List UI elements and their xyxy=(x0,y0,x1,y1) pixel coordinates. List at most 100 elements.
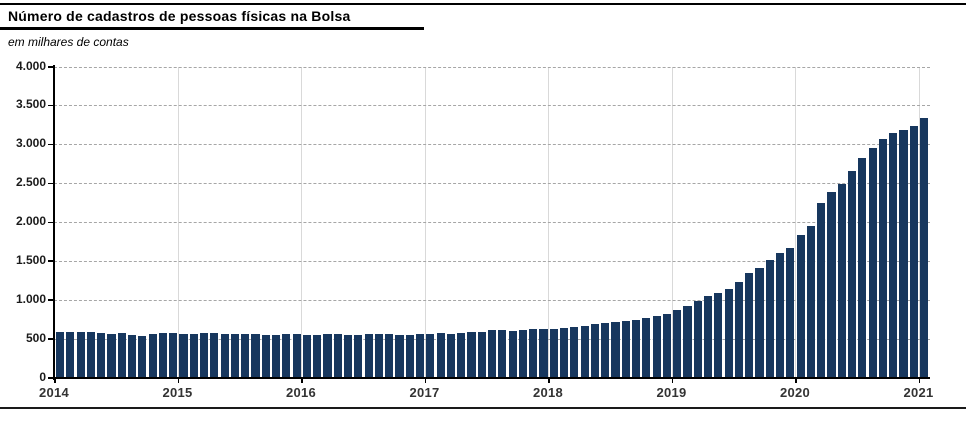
bar xyxy=(909,126,918,378)
x-axis-year-label: 2021 xyxy=(903,384,934,400)
x-axis-year-label: 2019 xyxy=(656,384,687,400)
h-gridline xyxy=(54,66,930,68)
h-gridline xyxy=(54,144,930,146)
y-axis-tick xyxy=(48,299,55,301)
y-axis-tick-label: 1.000 xyxy=(15,291,46,306)
y-axis-tick xyxy=(48,104,55,107)
bar xyxy=(631,319,641,378)
y-axis-tick-label: 1.500 xyxy=(15,252,46,267)
chart-title: Número de cadastros de pessoas físicas n… xyxy=(8,8,351,24)
bar xyxy=(117,333,126,378)
bar xyxy=(621,320,630,378)
bar xyxy=(817,202,826,378)
bar xyxy=(271,334,281,378)
bar xyxy=(899,130,908,378)
bar xyxy=(570,326,579,378)
bar xyxy=(539,329,548,378)
x-axis-year-label: 2020 xyxy=(779,384,811,400)
y-axis-tick-label: 2.000 xyxy=(15,214,46,228)
bar xyxy=(642,317,651,378)
x-axis-tick xyxy=(918,377,920,383)
y-axis-tick xyxy=(48,221,55,223)
bar xyxy=(549,328,558,378)
y-axis-tick xyxy=(48,182,55,185)
x-axis-year-label: 2015 xyxy=(162,384,193,400)
bar xyxy=(374,334,384,378)
bar xyxy=(796,235,805,378)
bar xyxy=(210,332,219,378)
y-axis-tick xyxy=(48,377,55,379)
bar xyxy=(734,282,744,378)
bar xyxy=(919,117,929,378)
bar xyxy=(673,310,682,378)
bar xyxy=(487,330,497,378)
bar xyxy=(241,334,250,378)
y-axis-tick xyxy=(48,338,55,340)
h-gridline xyxy=(54,222,930,223)
bar xyxy=(97,333,106,378)
x-axis-tick xyxy=(301,377,303,383)
bar xyxy=(765,260,774,378)
x-axis-tick xyxy=(548,377,550,383)
bar xyxy=(775,252,785,378)
bar xyxy=(611,322,620,378)
bar xyxy=(56,332,65,378)
y-axis-tick-label: 4.000 xyxy=(15,58,46,73)
y-axis-tick-label: 2.500 xyxy=(15,175,46,190)
bar xyxy=(138,335,147,378)
bar xyxy=(354,334,363,378)
bar xyxy=(878,139,888,378)
bar xyxy=(559,327,569,378)
bar xyxy=(590,324,600,378)
bar xyxy=(889,132,898,378)
bar xyxy=(395,334,404,378)
bar xyxy=(323,334,332,378)
bar xyxy=(745,272,754,378)
y-axis-tick xyxy=(48,260,55,262)
bar xyxy=(148,333,157,378)
h-gridline xyxy=(54,299,930,301)
bar xyxy=(868,147,877,378)
x-axis-year-label: 2014 xyxy=(38,384,70,400)
bar xyxy=(343,334,353,378)
bar xyxy=(683,306,692,378)
bar xyxy=(76,332,85,378)
bar xyxy=(282,334,291,378)
bar xyxy=(652,315,661,378)
bar xyxy=(714,292,723,378)
bar xyxy=(446,333,456,378)
bar xyxy=(86,332,96,378)
bar xyxy=(189,333,198,378)
y-axis-tick xyxy=(48,66,55,68)
bar xyxy=(333,334,342,378)
y-axis-tick-label: 500 xyxy=(25,330,46,345)
h-gridline xyxy=(54,105,930,107)
bar xyxy=(66,332,75,378)
y-axis-tick-label: 3.500 xyxy=(15,97,46,112)
x-axis-year-label: 2018 xyxy=(532,384,564,400)
bar xyxy=(220,333,229,378)
x-axis-tick xyxy=(424,377,426,383)
y-axis xyxy=(52,64,55,380)
bar xyxy=(426,334,435,378)
bar xyxy=(230,334,240,378)
bar xyxy=(847,171,857,378)
x-axis-year-label: 2016 xyxy=(285,384,317,400)
bar xyxy=(127,334,137,378)
x-axis-tick xyxy=(671,377,673,383)
h-gridline xyxy=(54,183,930,185)
bar xyxy=(518,330,528,378)
bar xyxy=(837,184,846,378)
y-axis-tick-label: 0 xyxy=(39,369,46,384)
bar xyxy=(415,333,425,378)
bar xyxy=(364,334,373,378)
bar xyxy=(724,289,733,378)
bar xyxy=(477,331,486,378)
bar xyxy=(467,331,476,378)
top-rule xyxy=(0,3,966,5)
chart-subtitle: em milhares de contas xyxy=(8,35,129,49)
x-axis-tick xyxy=(795,377,797,383)
bottom-rule xyxy=(0,407,966,409)
bar xyxy=(806,225,816,378)
